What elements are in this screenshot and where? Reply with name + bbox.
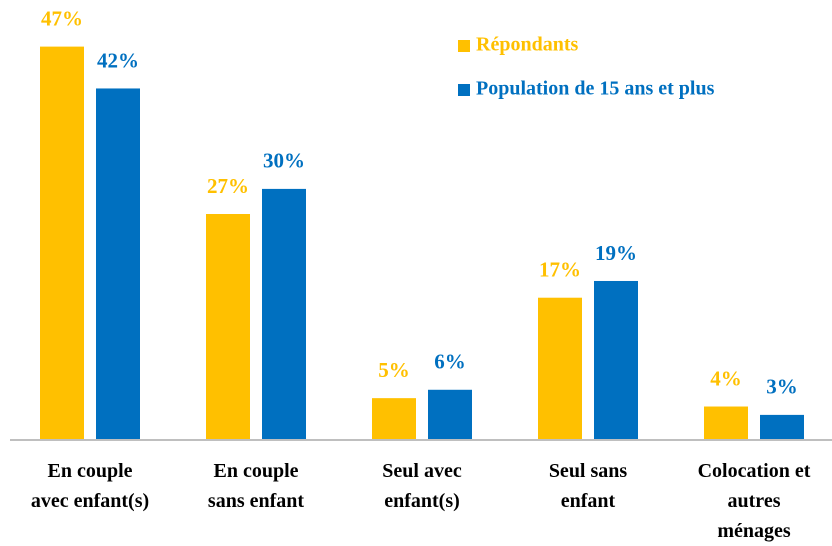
data-label: 47% bbox=[41, 6, 83, 30]
bar bbox=[40, 46, 84, 441]
bar bbox=[594, 280, 638, 440]
bar bbox=[206, 214, 250, 440]
data-label: 27% bbox=[207, 174, 249, 198]
bar bbox=[262, 188, 306, 440]
x-tick-label: En couple avec enfant(s) bbox=[31, 460, 149, 512]
bar bbox=[704, 406, 748, 440]
x-tick-label-line: En couple bbox=[213, 460, 298, 482]
x-tick-label-line: Seul avec bbox=[382, 460, 462, 482]
bar bbox=[96, 88, 140, 441]
x-tick-label-line: En couple bbox=[47, 460, 132, 482]
x-tick-label-line: enfant bbox=[561, 490, 616, 512]
data-label: 19% bbox=[595, 241, 637, 265]
data-label: 6% bbox=[434, 350, 466, 374]
x-tick-label-line: Colocation et bbox=[698, 460, 811, 482]
x-tick-label: Colocation et autres ménages bbox=[698, 460, 811, 542]
data-label: 5% bbox=[378, 358, 410, 382]
bar bbox=[372, 398, 416, 440]
bar bbox=[538, 297, 582, 440]
data-label: 30% bbox=[263, 149, 305, 173]
legend-marker bbox=[458, 84, 470, 96]
x-tick-label-line: enfant(s) bbox=[384, 490, 460, 512]
legend-label: Population de 15 ans et plus bbox=[476, 78, 715, 100]
data-label: 4% bbox=[710, 366, 742, 390]
data-label: 17% bbox=[539, 258, 581, 282]
bar bbox=[428, 389, 472, 440]
x-tick-label-line: Seul sans bbox=[549, 460, 628, 482]
x-tick-label: En couple sans enfant bbox=[208, 460, 304, 512]
x-tick-label-line: sans enfant bbox=[208, 490, 304, 512]
x-tick-label-line: autres bbox=[728, 490, 781, 512]
legend-marker bbox=[458, 40, 470, 52]
bar bbox=[760, 414, 804, 440]
x-tick-label: Seul avec enfant(s) bbox=[382, 460, 462, 512]
data-label: 42% bbox=[97, 48, 139, 72]
legend-label: Répondants bbox=[476, 34, 578, 56]
x-tick-label-line: ménages bbox=[717, 520, 791, 542]
x-tick-label: Seul sans enfant bbox=[549, 460, 628, 512]
x-tick-label-line: avec enfant(s) bbox=[31, 490, 149, 512]
data-label: 3% bbox=[766, 375, 798, 399]
